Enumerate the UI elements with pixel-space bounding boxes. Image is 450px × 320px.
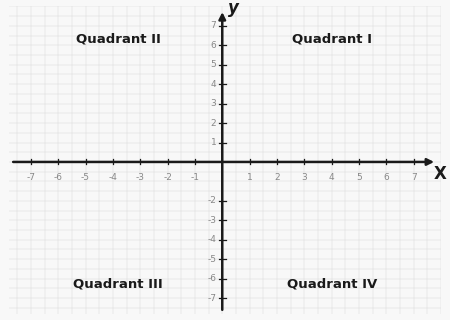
Text: 3: 3 — [302, 173, 307, 182]
Text: 1: 1 — [211, 138, 216, 147]
Text: Quadrant III: Quadrant III — [73, 278, 163, 291]
Text: 5: 5 — [211, 60, 216, 69]
Text: Quadrant II: Quadrant II — [76, 33, 161, 46]
Text: 6: 6 — [211, 41, 216, 50]
Text: -3: -3 — [207, 216, 216, 225]
Text: 4: 4 — [211, 80, 216, 89]
Text: -2: -2 — [163, 173, 172, 182]
Text: 1: 1 — [247, 173, 252, 182]
Text: y: y — [228, 0, 239, 17]
Text: -3: -3 — [136, 173, 145, 182]
Text: -1: -1 — [190, 173, 199, 182]
Text: 7: 7 — [211, 21, 216, 30]
Text: -7: -7 — [27, 173, 36, 182]
Text: Quadrant IV: Quadrant IV — [287, 278, 377, 291]
Text: -2: -2 — [207, 196, 216, 205]
Text: -7: -7 — [207, 293, 216, 302]
Text: 3: 3 — [211, 99, 216, 108]
Text: -5: -5 — [207, 255, 216, 264]
Text: X: X — [433, 165, 446, 183]
Text: -6: -6 — [207, 274, 216, 283]
Text: -6: -6 — [54, 173, 63, 182]
Text: Quadrant I: Quadrant I — [292, 33, 372, 46]
Text: 2: 2 — [274, 173, 280, 182]
Text: 7: 7 — [411, 173, 417, 182]
Text: 5: 5 — [356, 173, 362, 182]
Text: 2: 2 — [211, 118, 216, 128]
Text: 4: 4 — [329, 173, 334, 182]
Text: -5: -5 — [81, 173, 90, 182]
Text: 6: 6 — [383, 173, 389, 182]
Text: -4: -4 — [108, 173, 117, 182]
Text: -4: -4 — [207, 235, 216, 244]
